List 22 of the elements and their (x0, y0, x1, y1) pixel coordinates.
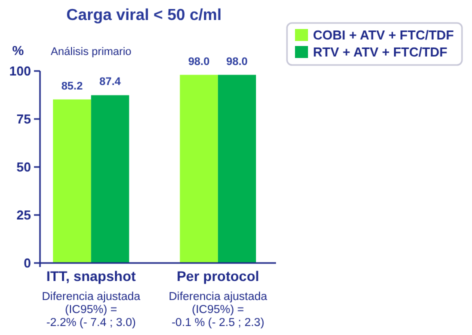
legend-label: RTV + ATV + FTC/TDF (313, 44, 448, 60)
y-tick-label: 100 (9, 64, 31, 79)
data-label: 98.0 (226, 56, 248, 68)
data-label: 87.4 (99, 76, 122, 88)
y-tick-label: 75 (16, 112, 31, 127)
text: Análisis primario (50, 46, 132, 58)
y-tick-label: 0 (24, 256, 31, 271)
bar (53, 99, 92, 263)
data-label: 98.0 (188, 56, 210, 68)
bar (218, 74, 256, 263)
text: Diferencia ajustada (IC95%) = -2.2% (- 7.4 ; 3.0) (42, 291, 141, 329)
x-tick-label: Per protocol (176, 268, 260, 284)
legend-label: COBI + ATV + FTC/TDF (313, 28, 454, 43)
data-label: 85.2 (61, 80, 83, 92)
y-tick-label: 25 (16, 208, 31, 223)
y-axis-title: % (12, 43, 24, 58)
text: Diferencia ajustada (IC95%) = -0.1 % (- 2.5 ; 2.3) (168, 291, 268, 329)
bar (180, 74, 218, 263)
bar (91, 95, 130, 263)
y-tick-label: 50 (16, 160, 31, 175)
chart-title: Carga viral < 50 c/ml (66, 7, 222, 24)
x-tick-label: ITT, snapshot (46, 268, 136, 284)
